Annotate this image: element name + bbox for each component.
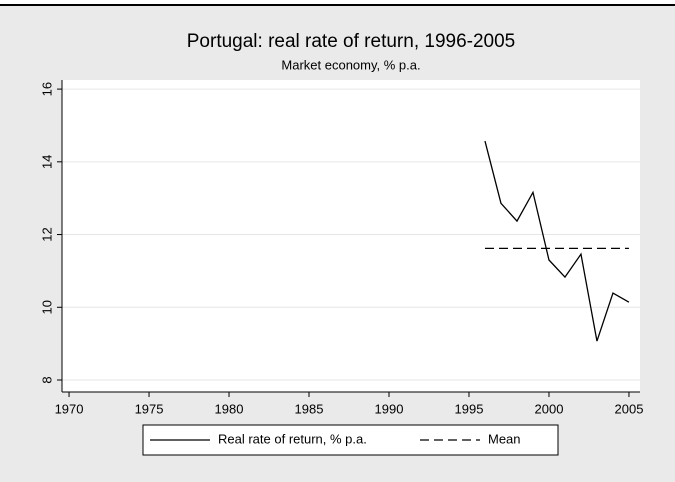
x-tick-label: 1985 (295, 401, 324, 416)
x-tick-label: 1970 (55, 401, 84, 416)
x-tick-label: 2005 (615, 401, 644, 416)
y-tick-label: 10 (39, 300, 54, 314)
plot-area (62, 80, 640, 392)
legend-box (142, 424, 559, 456)
y-tick-label: 12 (39, 227, 54, 241)
chart-title: Portugal: real rate of return, 1996-2005 (187, 31, 515, 52)
series-line (484, 140, 630, 342)
x-tick-label: 1975 (135, 401, 164, 416)
y-tick-label: 16 (39, 82, 54, 96)
y-tick-label: 8 (39, 376, 54, 383)
x-tick-label: 1980 (215, 401, 244, 416)
x-tick-label: 1995 (455, 401, 484, 416)
chart-subtitle: Market economy, % p.a. (281, 57, 420, 72)
legend: Real rate of return, % p.a. Mean (150, 431, 521, 446)
legend-label: Real rate of return, % p.a. (218, 431, 367, 446)
legend-label: Mean (488, 431, 521, 446)
y-tick-label: 14 (39, 155, 54, 169)
plot: 8 10 12 14 16 1970 1975 1980 1985 1990 1995 2000 200… (39, 80, 643, 416)
x-tick-label: 2000 (535, 401, 564, 416)
x-tick-label: 1990 (375, 401, 404, 416)
